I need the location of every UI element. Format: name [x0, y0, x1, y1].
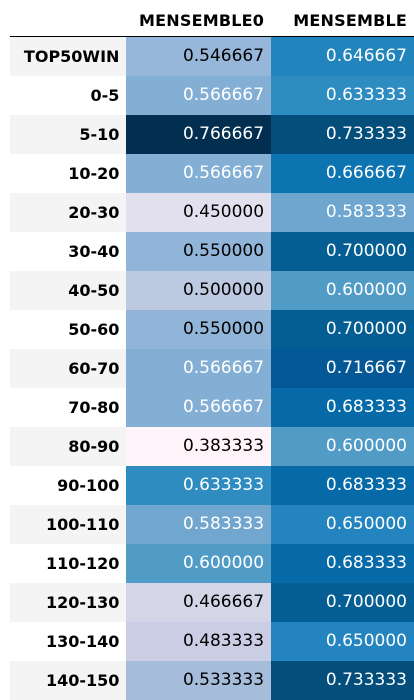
value-cell: 0.683333: [271, 465, 414, 505]
row-label: 40-50: [10, 270, 127, 310]
table-row: 5-10 0.766667 0.733333: [10, 114, 414, 154]
value-cell: 0.633333: [271, 75, 414, 115]
value-cell: 0.700000: [271, 231, 414, 271]
value-cell: 0.566667: [126, 348, 272, 388]
value-cell: 0.650000: [271, 621, 414, 661]
table-row: 80-90 0.383333 0.600000: [10, 426, 414, 466]
row-label: 50-60: [68, 319, 120, 339]
row-label: 130-140: [45, 631, 120, 651]
table-row: 100-110 0.583333 0.650000: [10, 504, 414, 544]
value-cell: 0.566667: [126, 387, 272, 427]
table-row: 60-70 0.566667 0.716667: [10, 348, 414, 388]
value-cell: 0.600000: [271, 270, 414, 310]
header-row: MENSEMBLE0 MENSEMBLE: [10, 4, 414, 37]
row-label: 110-120: [45, 553, 120, 573]
value-cell: 0.600000: [126, 543, 272, 583]
value-cell: 0.550000: [126, 231, 272, 271]
row-label: 100-110: [10, 504, 127, 544]
results-heatmap-table: MENSEMBLE0 MENSEMBLE TOP50WIN 0.546667 0.6…: [10, 4, 414, 700]
table-row: 30-40 0.550000 0.700000: [10, 231, 414, 271]
value-cell: 0.683333: [271, 387, 414, 427]
table-row: 70-80 0.566667 0.683333: [10, 387, 414, 427]
value-cell: 0.533333: [126, 660, 272, 700]
row-label: 10-20: [68, 163, 120, 183]
value-cell: 0.650000: [271, 504, 414, 544]
row-label: 30-40: [68, 241, 120, 261]
value-cell: 0.546667: [126, 36, 272, 76]
value-cell: 0.733333: [271, 114, 414, 154]
value-cell: 0.716667: [271, 348, 414, 388]
value-cell: 0.483333: [126, 621, 272, 661]
value-cell: 0.566667: [126, 75, 272, 115]
table-row: 130-140 0.483333 0.650000: [10, 621, 414, 661]
value-cell: 0.700000: [271, 582, 414, 622]
row-label: 80-90: [10, 426, 127, 466]
row-label: 140-150: [10, 660, 127, 700]
table-row: 90-100 0.633333 0.683333: [10, 465, 414, 505]
value-cell: 0.733333: [271, 660, 414, 700]
row-label: TOP50WIN: [10, 36, 127, 76]
value-cell: 0.500000: [126, 270, 272, 310]
table-row: 140-150 0.533333 0.733333: [10, 660, 414, 700]
value-cell: 0.383333: [126, 426, 272, 466]
row-label: 60-70: [10, 348, 127, 388]
value-cell: 0.766667: [126, 114, 272, 154]
row-label: 0-5: [90, 85, 120, 105]
table-row: 10-20 0.566667 0.666667: [10, 153, 414, 193]
value-cell: 0.633333: [126, 465, 272, 505]
row-label: 5-10: [10, 114, 127, 154]
value-cell: 0.566667: [126, 153, 272, 193]
corner-cell: [10, 4, 126, 37]
table-row: 0-5 0.566667 0.633333: [10, 75, 414, 115]
row-label: 120-130: [10, 582, 127, 622]
row-label: 90-100: [57, 475, 120, 495]
table-row: 50-60 0.550000 0.700000: [10, 309, 414, 349]
value-cell: 0.666667: [271, 153, 414, 193]
table-row: 110-120 0.600000 0.683333: [10, 543, 414, 583]
value-cell: 0.450000: [126, 192, 272, 232]
value-cell: 0.550000: [126, 309, 272, 349]
value-cell: 0.600000: [271, 426, 414, 466]
column-header: MENSEMBLE: [293, 10, 407, 30]
row-label: 20-30: [10, 192, 127, 232]
value-cell: 0.583333: [126, 504, 272, 544]
value-cell: 0.700000: [271, 309, 414, 349]
value-cell: 0.583333: [271, 192, 414, 232]
table-row: TOP50WIN 0.546667 0.646667: [10, 36, 414, 76]
value-cell: 0.683333: [271, 543, 414, 583]
value-cell: 0.466667: [126, 582, 272, 622]
table-row: 40-50 0.500000 0.600000: [10, 270, 414, 310]
table-row: 20-30 0.450000 0.583333: [10, 192, 414, 232]
row-label: 70-80: [68, 397, 120, 417]
table-row: 120-130 0.466667 0.700000: [10, 582, 414, 622]
column-header: MENSEMBLE0: [139, 10, 265, 30]
value-cell: 0.646667: [271, 36, 414, 76]
